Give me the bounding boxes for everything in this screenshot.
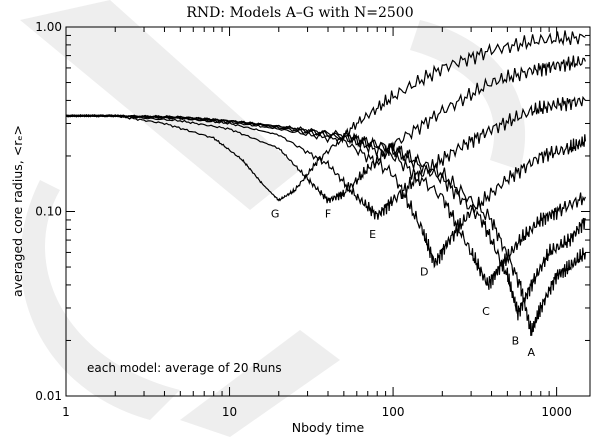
x-tick-labels: 1 10 100 1000 (62, 405, 572, 419)
series-label-a: A (528, 346, 536, 359)
y-tick-label: 1.00 (35, 20, 62, 34)
series-label-c: C (482, 305, 490, 318)
series-lines (65, 30, 586, 336)
y-axis-title: averaged core radius, <rₑ> (10, 125, 25, 297)
x-tick-label: 100 (382, 405, 405, 419)
series-labels: AB C D E F G (271, 207, 536, 359)
series-line-f (65, 55, 586, 204)
series-label-f: F (325, 207, 331, 220)
y-tick-label: 0.10 (35, 205, 62, 219)
series-label-b: B (512, 335, 520, 348)
x-tick-label: 10 (222, 405, 237, 419)
series-line-g (65, 30, 586, 202)
y-tick-labels: 0.01 0.10 1.00 (35, 20, 62, 403)
annotation-text: each model: average of 20 Runs (87, 361, 282, 375)
x-axis-title: Nbody time (292, 420, 365, 435)
x-tick-label: 1000 (541, 405, 572, 419)
series-label-g: G (271, 207, 280, 220)
y-tick-label: 0.01 (35, 389, 62, 403)
series-line-d (65, 113, 586, 269)
series-label-e: E (369, 228, 376, 241)
chart-title: RND: Models A–G with N=2500 (186, 5, 413, 21)
series-line-e (65, 95, 586, 220)
x-tick-label: 1 (62, 405, 70, 419)
series-label-d: D (420, 265, 428, 278)
series-line-b (65, 114, 586, 321)
watermark (20, 0, 526, 437)
series-line-c (65, 114, 586, 290)
